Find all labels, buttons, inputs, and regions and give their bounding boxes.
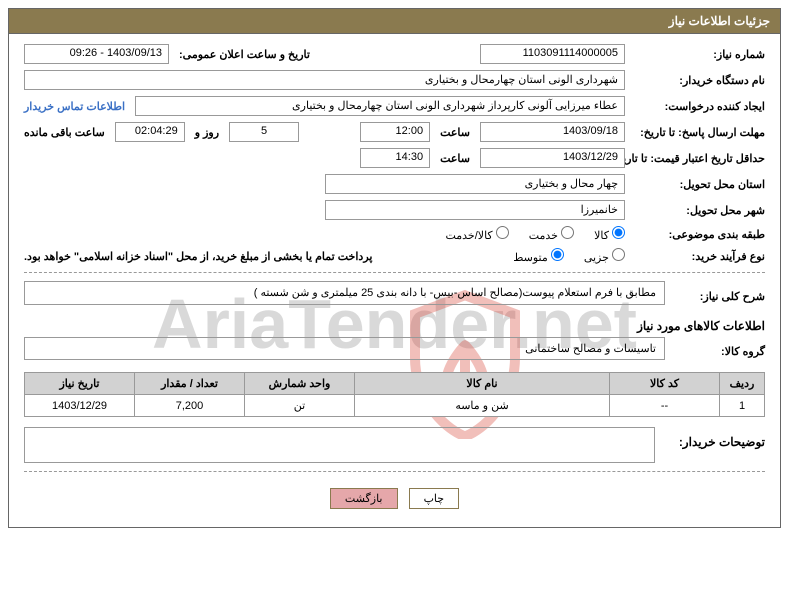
province-value: چهار محال و بختیاری	[325, 174, 625, 194]
buyer-contact-link[interactable]: اطلاعات تماس خریدار	[24, 100, 125, 113]
items-table: ردیف کد کالا نام کالا واحد شمارش تعداد /…	[24, 372, 765, 417]
category-opt3-label: کالا/خدمت	[445, 230, 492, 242]
buyer-org-value: شهرداری الونی استان چهارمحال و بختیاری	[24, 70, 625, 90]
purchase-option-medium[interactable]: متوسط	[513, 248, 564, 264]
table-row: 1 -- شن و ماسه تن 7,200 1403/12/29	[25, 395, 765, 417]
category-radio-both[interactable]	[496, 226, 509, 239]
purchase-radio-group: جزیی متوسط	[513, 248, 625, 264]
category-option-goods[interactable]: کالا	[594, 226, 625, 242]
payment-note: پرداخت تمام یا بخشی از مبلغ خرید، از محل…	[24, 250, 372, 263]
category-radio-goods[interactable]	[612, 226, 625, 239]
publish-date-value: 1403/09/13 - 09:26	[24, 44, 169, 64]
purchase-option-minor[interactable]: جزیی	[584, 248, 625, 264]
need-desc-label: شرح کلی نیاز:	[665, 290, 765, 303]
divider-1	[24, 272, 765, 273]
items-info-title: اطلاعات کالاهای مورد نیاز	[24, 319, 765, 333]
requester-label: ایجاد کننده درخواست:	[625, 100, 765, 113]
days-left-value: 5	[229, 122, 299, 142]
buyer-notes-label: توضیحات خریدار:	[655, 427, 765, 463]
buyer-notes-box	[24, 427, 655, 463]
requester-value: عطاء میرزایی آلونی کارپرداز شهرداری الون…	[135, 96, 625, 116]
city-value: خانمیرزا	[325, 200, 625, 220]
category-label: طبقه بندی موضوعی:	[625, 228, 765, 241]
panel-title: جزئیات اطلاعات نیاز	[8, 8, 781, 33]
deadline-label: مهلت ارسال پاسخ: تا تاریخ:	[625, 126, 765, 139]
th-qty: تعداد / مقدار	[135, 373, 245, 395]
th-name: نام کالا	[355, 373, 610, 395]
city-label: شهر محل تحویل:	[625, 204, 765, 217]
province-label: استان محل تحویل:	[625, 178, 765, 191]
purchase-opt2-label: متوسط	[513, 252, 548, 264]
validity-label: حداقل تاریخ اعتبار قیمت: تا تاریخ:	[625, 152, 765, 165]
buyer-org-label: نام دستگاه خریدار:	[625, 74, 765, 87]
divider-2	[24, 471, 765, 472]
th-code: کد کالا	[610, 373, 720, 395]
action-bar: چاپ بازگشت	[24, 480, 765, 517]
category-opt1-label: کالا	[594, 230, 609, 242]
hour-label-2: ساعت	[440, 152, 470, 165]
table-header-row: ردیف کد کالا نام کالا واحد شمارش تعداد /…	[25, 373, 765, 395]
deadline-date-value: 1403/09/18	[480, 122, 625, 142]
goods-group-value: تاسیسات و مصالح ساختمانی	[24, 337, 665, 360]
need-number-value: 1103091114000005	[480, 44, 625, 64]
category-radio-group: کالا خدمت کالا/خدمت	[445, 226, 625, 242]
need-number-label: شماره نیاز:	[625, 48, 765, 61]
back-button[interactable]: بازگشت	[330, 488, 398, 509]
goods-group-label: گروه کالا:	[665, 345, 765, 358]
day-and-label: روز و	[195, 126, 219, 139]
th-unit: واحد شمارش	[245, 373, 355, 395]
deadline-time-value: 12:00	[360, 122, 430, 142]
purchase-type-label: نوع فرآیند خرید:	[625, 250, 765, 263]
purchase-radio-medium[interactable]	[551, 248, 564, 261]
td-qty: 7,200	[135, 395, 245, 417]
details-panel: AriaTender.net شماره نیاز: 1103091114000…	[8, 33, 781, 528]
td-row: 1	[720, 395, 765, 417]
validity-time-value: 14:30	[360, 148, 430, 168]
category-option-both[interactable]: کالا/خدمت	[445, 226, 508, 242]
validity-date-value: 1403/12/29	[480, 148, 625, 168]
category-opt2-label: خدمت	[529, 230, 558, 242]
time-left-value: 02:04:29	[115, 122, 185, 142]
category-radio-service[interactable]	[561, 226, 574, 239]
print-button[interactable]: چاپ	[409, 488, 460, 509]
td-code: --	[610, 395, 720, 417]
td-needdate: 1403/12/29	[25, 395, 135, 417]
category-option-service[interactable]: خدمت	[529, 226, 574, 242]
td-name: شن و ماسه	[355, 395, 610, 417]
th-row: ردیف	[720, 373, 765, 395]
td-unit: تن	[245, 395, 355, 417]
purchase-opt1-label: جزیی	[584, 252, 609, 264]
remaining-label: ساعت باقی مانده	[24, 126, 105, 139]
purchase-radio-minor[interactable]	[612, 248, 625, 261]
th-needdate: تاریخ نیاز	[25, 373, 135, 395]
hour-label-1: ساعت	[440, 126, 470, 139]
publish-date-label: تاریخ و ساعت اعلان عمومی:	[179, 48, 310, 61]
need-desc-value: مطابق با فرم استعلام پیوست(مصالح اساس-بی…	[24, 281, 665, 305]
